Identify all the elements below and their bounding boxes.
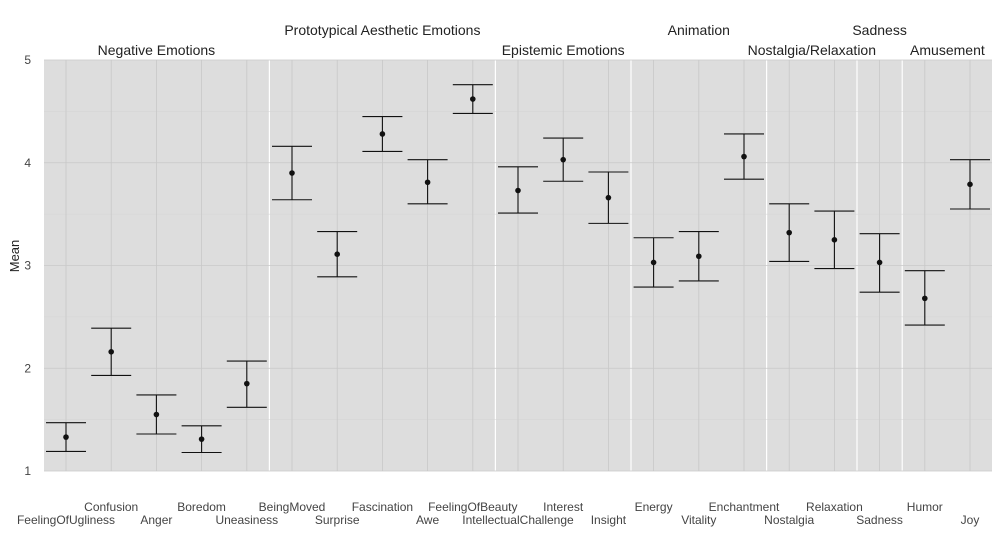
x-tick-label: Fascination: [352, 500, 413, 514]
group-label: Animation: [668, 22, 730, 38]
x-tick-label: Boredom: [177, 500, 226, 514]
x-tick-label: Insight: [591, 513, 627, 527]
mean-point: [876, 259, 883, 266]
x-tick-label: Relaxation: [806, 500, 863, 514]
group-label: Sadness: [852, 22, 906, 38]
mean-point: [967, 181, 973, 188]
mean-point: [289, 170, 295, 176]
x-tick-label: Energy: [635, 500, 673, 514]
mean-point: [108, 349, 114, 355]
group-label: Nostalgia/Relaxation: [748, 42, 876, 58]
y-tick-label: 4: [24, 156, 31, 170]
x-tick-label: Sadness: [856, 513, 903, 527]
mean-point: [650, 259, 657, 266]
group-label: Epistemic Emotions: [502, 42, 625, 58]
mean-point: [470, 96, 476, 102]
gridlines: [44, 59, 992, 472]
y-tick-label: 1: [24, 464, 31, 478]
y-axis-ticks: 1 2 3 4 5: [24, 53, 31, 478]
mean-point: [786, 229, 792, 236]
x-tick-label: Vitality: [681, 513, 716, 527]
mean-point: [153, 411, 160, 418]
group-labels: Negative Emotions Prototypical Aesthetic …: [98, 22, 985, 58]
x-tick-label: Interest: [543, 500, 584, 514]
x-tick-label: Joy: [961, 513, 980, 527]
x-tick-label: Confusion: [84, 500, 138, 514]
mean-point: [922, 295, 928, 302]
mean-point: [515, 187, 521, 194]
x-tick-label: Surprise: [315, 513, 360, 527]
x-tick-label: Anger: [140, 513, 172, 527]
mean-points: [63, 96, 973, 442]
mean-point: [831, 237, 838, 243]
error-bars: [46, 84, 990, 454]
y-tick-label: 5: [24, 53, 31, 67]
x-tick-label: Uneasiness: [215, 513, 278, 527]
x-tick-label: BeingMoved: [259, 500, 326, 514]
y-tick-label: 2: [24, 361, 31, 375]
mean-point: [696, 253, 702, 260]
mean-point: [424, 179, 431, 186]
mean-point: [244, 380, 250, 387]
x-tick-label: Enchantment: [709, 500, 780, 514]
mean-point: [741, 153, 747, 160]
mean-point: [198, 436, 205, 442]
mean-point: [334, 251, 341, 257]
x-tick-label: Awe: [416, 513, 439, 527]
x-tick-label: FeelingOfUgliness: [17, 513, 115, 527]
group-label: Negative Emotions: [98, 42, 216, 58]
y-axis-label: Mean: [7, 240, 22, 273]
mean-point: [605, 194, 612, 201]
group-label: Prototypical Aesthetic Emotions: [284, 22, 480, 38]
x-tick-label: Nostalgia: [764, 513, 814, 527]
mean-point: [63, 434, 69, 440]
mean-point: [379, 131, 386, 137]
x-tick-label: Humor: [907, 500, 943, 514]
x-tick-label: IntellectualChallenge: [462, 513, 574, 527]
x-tick-label: FeelingOfBeauty: [428, 500, 517, 514]
y-tick-label: 3: [24, 259, 31, 273]
mean-point: [560, 156, 566, 163]
group-label: Amusement: [910, 42, 985, 58]
